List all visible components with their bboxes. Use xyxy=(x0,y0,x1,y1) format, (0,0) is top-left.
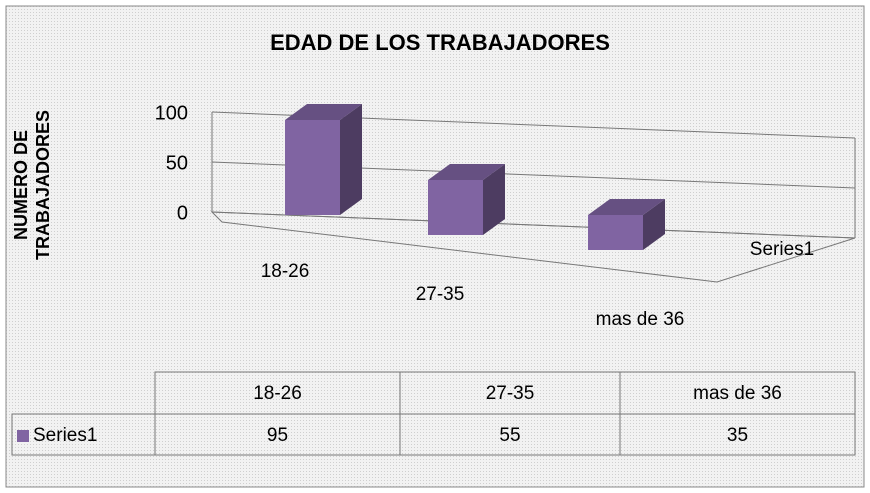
table-value: 35 xyxy=(727,425,748,446)
bar xyxy=(428,180,483,235)
table-body-row xyxy=(11,413,856,456)
legend-swatch xyxy=(17,430,29,442)
y-tick-label: 100 xyxy=(155,102,188,124)
x-tick-label: 27-35 xyxy=(416,284,465,305)
table-header: 27-35 xyxy=(486,383,535,404)
chart-title: EDAD DE LOS TRABAJADORES xyxy=(270,30,610,55)
x-tick-label: mas de 36 xyxy=(596,309,685,330)
bar-top xyxy=(588,199,665,215)
y-tick-label: 0 xyxy=(177,202,188,224)
bar-side xyxy=(643,199,665,250)
x-tick-label: 18-26 xyxy=(261,261,310,282)
legend-label: Series1 xyxy=(33,425,97,446)
bar-top xyxy=(285,104,362,120)
table-header: 18-26 xyxy=(253,383,302,404)
bar xyxy=(285,120,340,215)
chart-area xyxy=(5,5,865,488)
bar xyxy=(588,215,643,250)
table-value: 95 xyxy=(267,425,288,446)
table-header: mas de 36 xyxy=(693,383,782,404)
y-tick-label: 50 xyxy=(166,152,188,174)
bar-top xyxy=(428,164,505,180)
bar-side xyxy=(483,164,505,235)
table-value: 55 xyxy=(499,425,520,446)
y-axis-label: NUMERO DE TRABAJADORES xyxy=(11,110,53,261)
depth-axis-label: Series1 xyxy=(750,239,814,260)
grid-line xyxy=(211,211,856,239)
bar-side xyxy=(340,104,362,215)
